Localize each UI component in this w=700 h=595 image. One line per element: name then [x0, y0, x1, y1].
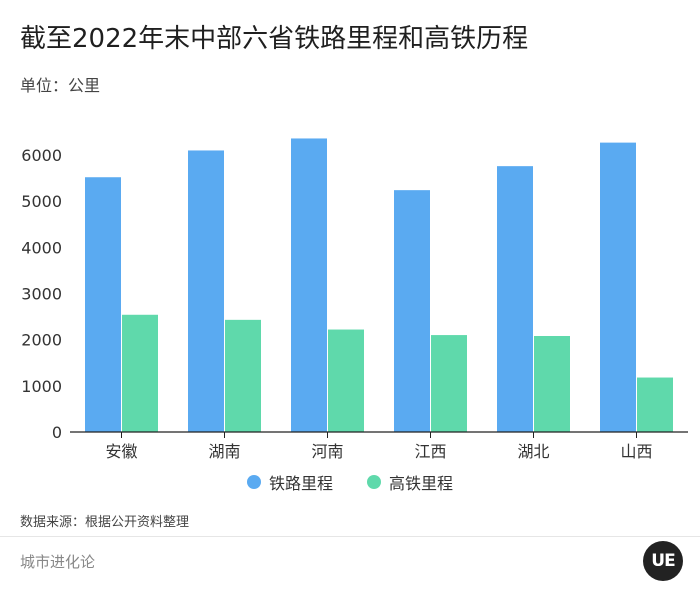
bar-hsr — [431, 335, 467, 432]
bar-hsr — [122, 314, 158, 432]
bar-hsr — [637, 377, 673, 432]
bar-railway — [497, 166, 533, 432]
footer-divider — [0, 536, 700, 537]
bar-railway — [85, 177, 121, 432]
legend-label-railway: 铁路里程 — [268, 474, 333, 493]
legend-label-hsr: 高铁里程 — [389, 474, 454, 493]
y-tick-label: 0 — [52, 423, 62, 442]
bar-railway — [291, 138, 327, 432]
y-tick-label: 6000 — [21, 146, 62, 165]
bar-chart: 0 1000 2000 3000 4000 5000 6000 安徽 湖南 河南 江西 湖北 山西 — [21, 138, 688, 461]
unit-label: 单位：公里 — [20, 76, 101, 95]
legend-item-railway: 铁路里程 — [246, 470, 333, 494]
y-tick-label: 3000 — [21, 285, 62, 304]
x-tick-label: 湖北 — [517, 442, 549, 461]
y-tick-label: 2000 — [21, 331, 62, 350]
x-tick-label: 河南 — [311, 442, 343, 461]
x-tick-label: 山西 — [620, 442, 652, 461]
bar-railway — [394, 190, 430, 432]
y-tick-label: 5000 — [21, 192, 62, 211]
bar-railway — [188, 150, 224, 432]
x-tick-label: 湖南 — [208, 442, 240, 461]
y-tick-label: 4000 — [21, 238, 62, 257]
bar-railway — [600, 142, 636, 432]
brand-logo: UE — [643, 541, 683, 581]
bar-hsr — [225, 319, 261, 432]
x-tick-label: 江西 — [414, 442, 446, 461]
legend: 铁路里程 高铁里程 — [0, 470, 700, 494]
brand-name: 城市进化论 — [20, 553, 96, 571]
legend-swatch-hsr — [367, 475, 381, 489]
legend-swatch-railway — [246, 475, 261, 489]
chart-title: 截至2022年末中部六省铁路里程和高铁历程 — [20, 24, 529, 54]
x-tick-label: 安徽 — [105, 442, 137, 461]
source-note: 数据来源：根据公开资料整理 — [20, 515, 190, 530]
bar-hsr — [328, 329, 364, 432]
y-tick-label: 1000 — [21, 377, 62, 396]
bar-hsr — [534, 336, 570, 432]
legend-item-hsr: 高铁里程 — [367, 470, 453, 494]
